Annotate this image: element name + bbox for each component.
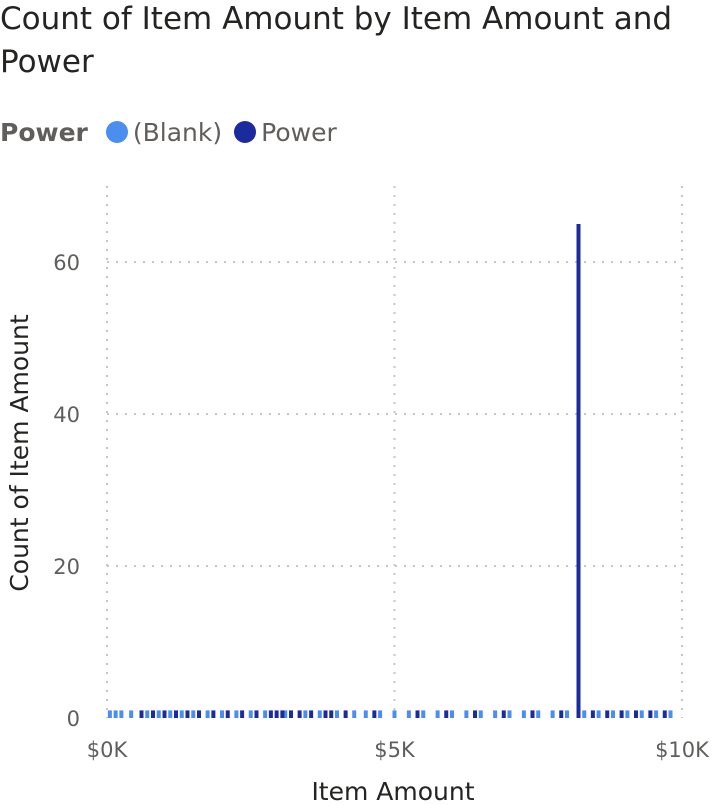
legend-label-blank: (Blank) <box>132 117 223 147</box>
y-tick-label: 0 <box>67 707 80 731</box>
bar <box>372 710 377 718</box>
bar <box>654 710 659 718</box>
bar <box>303 710 308 718</box>
bar <box>596 710 601 718</box>
bar <box>634 710 638 718</box>
bar <box>263 710 268 718</box>
bar <box>536 710 541 718</box>
bar <box>162 710 167 718</box>
bar <box>352 710 357 718</box>
y-tick-label: 40 <box>53 403 80 427</box>
bar <box>317 710 322 718</box>
bar <box>507 710 512 718</box>
bar <box>211 710 216 718</box>
bar <box>611 710 615 718</box>
bar <box>197 710 201 718</box>
bar <box>268 710 273 718</box>
y-axis-title: Count of Item Amount <box>5 314 34 592</box>
bar <box>501 710 506 718</box>
bar <box>254 710 259 718</box>
bar <box>639 710 644 718</box>
bar <box>605 710 610 718</box>
y-tick-label: 20 <box>53 555 80 579</box>
bar <box>139 710 144 718</box>
legend-title: Power <box>0 117 88 147</box>
y-axis: 0 20 40 60 <box>53 251 80 731</box>
bar <box>559 710 564 718</box>
y-tick-label: 60 <box>53 251 80 275</box>
x-tick-label: $10K <box>655 738 710 762</box>
bar <box>240 710 245 718</box>
bar <box>107 710 112 718</box>
bar <box>156 710 161 718</box>
bar <box>168 710 173 718</box>
legend-marker-blank <box>105 121 128 143</box>
bar <box>225 710 230 718</box>
bar <box>421 710 426 718</box>
bar <box>248 710 253 718</box>
bar <box>530 710 535 718</box>
bar <box>289 710 293 718</box>
x-axis: $0K $5K $10K <box>87 738 710 762</box>
bar <box>309 710 314 718</box>
legend-marker-power <box>234 121 257 143</box>
bar <box>323 710 328 718</box>
bar <box>145 710 150 718</box>
bar <box>590 710 595 718</box>
bar <box>662 710 667 718</box>
bar <box>191 710 196 718</box>
bar <box>220 710 224 718</box>
bar <box>576 224 581 718</box>
bar <box>205 710 210 718</box>
bar <box>335 710 339 718</box>
bar <box>464 710 469 718</box>
bar <box>550 710 555 718</box>
bar <box>478 710 483 718</box>
bar <box>274 710 279 718</box>
bar <box>521 710 526 718</box>
bar <box>185 710 190 718</box>
bars <box>107 224 673 718</box>
bar <box>415 710 420 718</box>
bar <box>174 710 178 718</box>
bar <box>450 710 454 718</box>
bar <box>444 710 449 718</box>
chart-title: Count of Item Amount by Item Amount and … <box>0 1 673 80</box>
legend-label-power: Power <box>261 117 337 147</box>
bar <box>329 710 334 718</box>
legend-item-power[interactable]: Power <box>234 118 337 147</box>
x-tick-label: $0K <box>87 738 129 762</box>
bar <box>343 710 348 718</box>
bar <box>668 710 673 718</box>
bar <box>297 710 302 718</box>
bar <box>473 710 477 718</box>
bar <box>280 710 285 718</box>
bar <box>619 710 624 718</box>
bar <box>179 710 184 718</box>
x-tick-label: $5K <box>374 738 416 762</box>
bar <box>151 710 155 718</box>
bar <box>648 710 653 718</box>
legend: Power (Blank) Power <box>0 114 349 150</box>
bar <box>129 710 134 718</box>
legend-item-blank[interactable]: (Blank) <box>105 117 223 147</box>
bar <box>493 710 498 718</box>
grid <box>106 186 683 718</box>
bar <box>234 710 239 718</box>
bar <box>392 710 397 718</box>
x-axis-title: Item Amount <box>311 777 474 805</box>
bar <box>406 710 411 718</box>
bar <box>283 710 288 718</box>
bar <box>378 710 383 718</box>
bar <box>435 710 440 718</box>
bar <box>119 710 124 718</box>
bar <box>363 710 368 718</box>
bar <box>625 710 630 718</box>
bar <box>582 710 587 718</box>
bar <box>113 710 118 718</box>
bar <box>565 710 569 718</box>
